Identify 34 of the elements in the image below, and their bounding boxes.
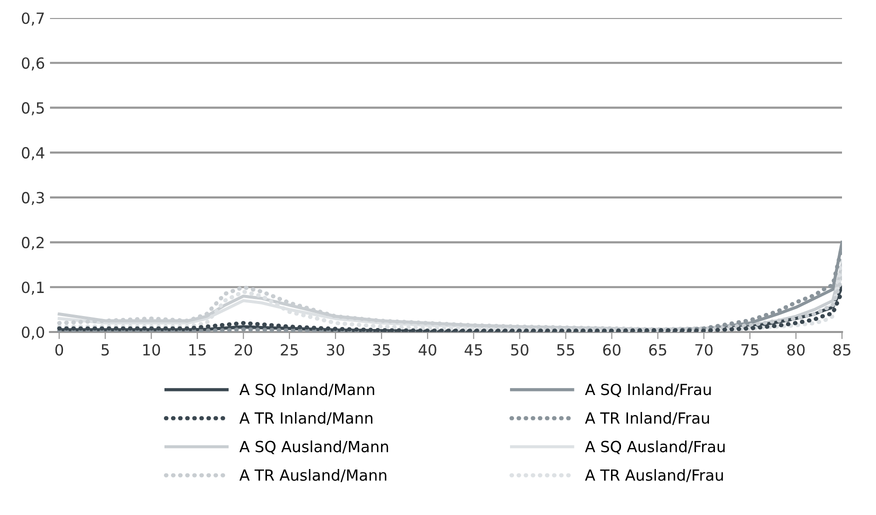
y-tick-label: 0,7 — [22, 12, 44, 26]
y-tick-label: 0,3 — [22, 192, 44, 206]
x-tick-label: 30 — [326, 344, 344, 356]
x-tick-label: 70 — [695, 344, 713, 356]
x-tick-label: 75 — [741, 344, 758, 356]
x-tick-label: 55 — [557, 344, 574, 356]
legend-label: A SQ Inland/Frau — [585, 383, 711, 398]
legend-label: A SQ Inland/Mann — [239, 383, 374, 398]
x-tick-label: 20 — [234, 344, 252, 356]
y-tick-label: 0,4 — [22, 147, 44, 160]
x-tick-label: 80 — [787, 344, 805, 356]
x-tick-label: 5 — [102, 344, 109, 356]
x-tick-label: 50 — [511, 344, 528, 356]
x-tick-label: 45 — [464, 344, 482, 356]
legend-label: A TR Ausland/Mann — [239, 469, 386, 482]
x-tick-label: 35 — [372, 344, 390, 356]
legend-label: A TR Inland/Frau — [585, 412, 709, 425]
legend-label: A SQ Ausland/Frau — [585, 440, 725, 454]
x-tick-label: 65 — [649, 344, 666, 356]
x-tick-label: 0 — [55, 344, 64, 356]
legend-label: A TR Inland/Mann — [239, 412, 372, 425]
x-tick-label: 10 — [143, 344, 160, 356]
x-tick-label: 85 — [833, 344, 850, 356]
x-tick-label: 15 — [189, 344, 206, 356]
y-tick-label: 0,1 — [22, 282, 44, 295]
legend-label: A TR Ausland/Frau — [585, 469, 723, 482]
y-tick-label: 0,2 — [22, 236, 44, 250]
legend-label: A SQ Ausland/Mann — [239, 440, 388, 454]
x-tick-label: 40 — [418, 344, 436, 356]
y-tick-label: 0,0 — [22, 326, 44, 340]
y-tick-label: 0,5 — [22, 102, 44, 116]
y-tick-label: 0,6 — [22, 57, 44, 70]
x-tick-label: 25 — [280, 344, 298, 356]
x-tick-label: 60 — [603, 344, 620, 356]
